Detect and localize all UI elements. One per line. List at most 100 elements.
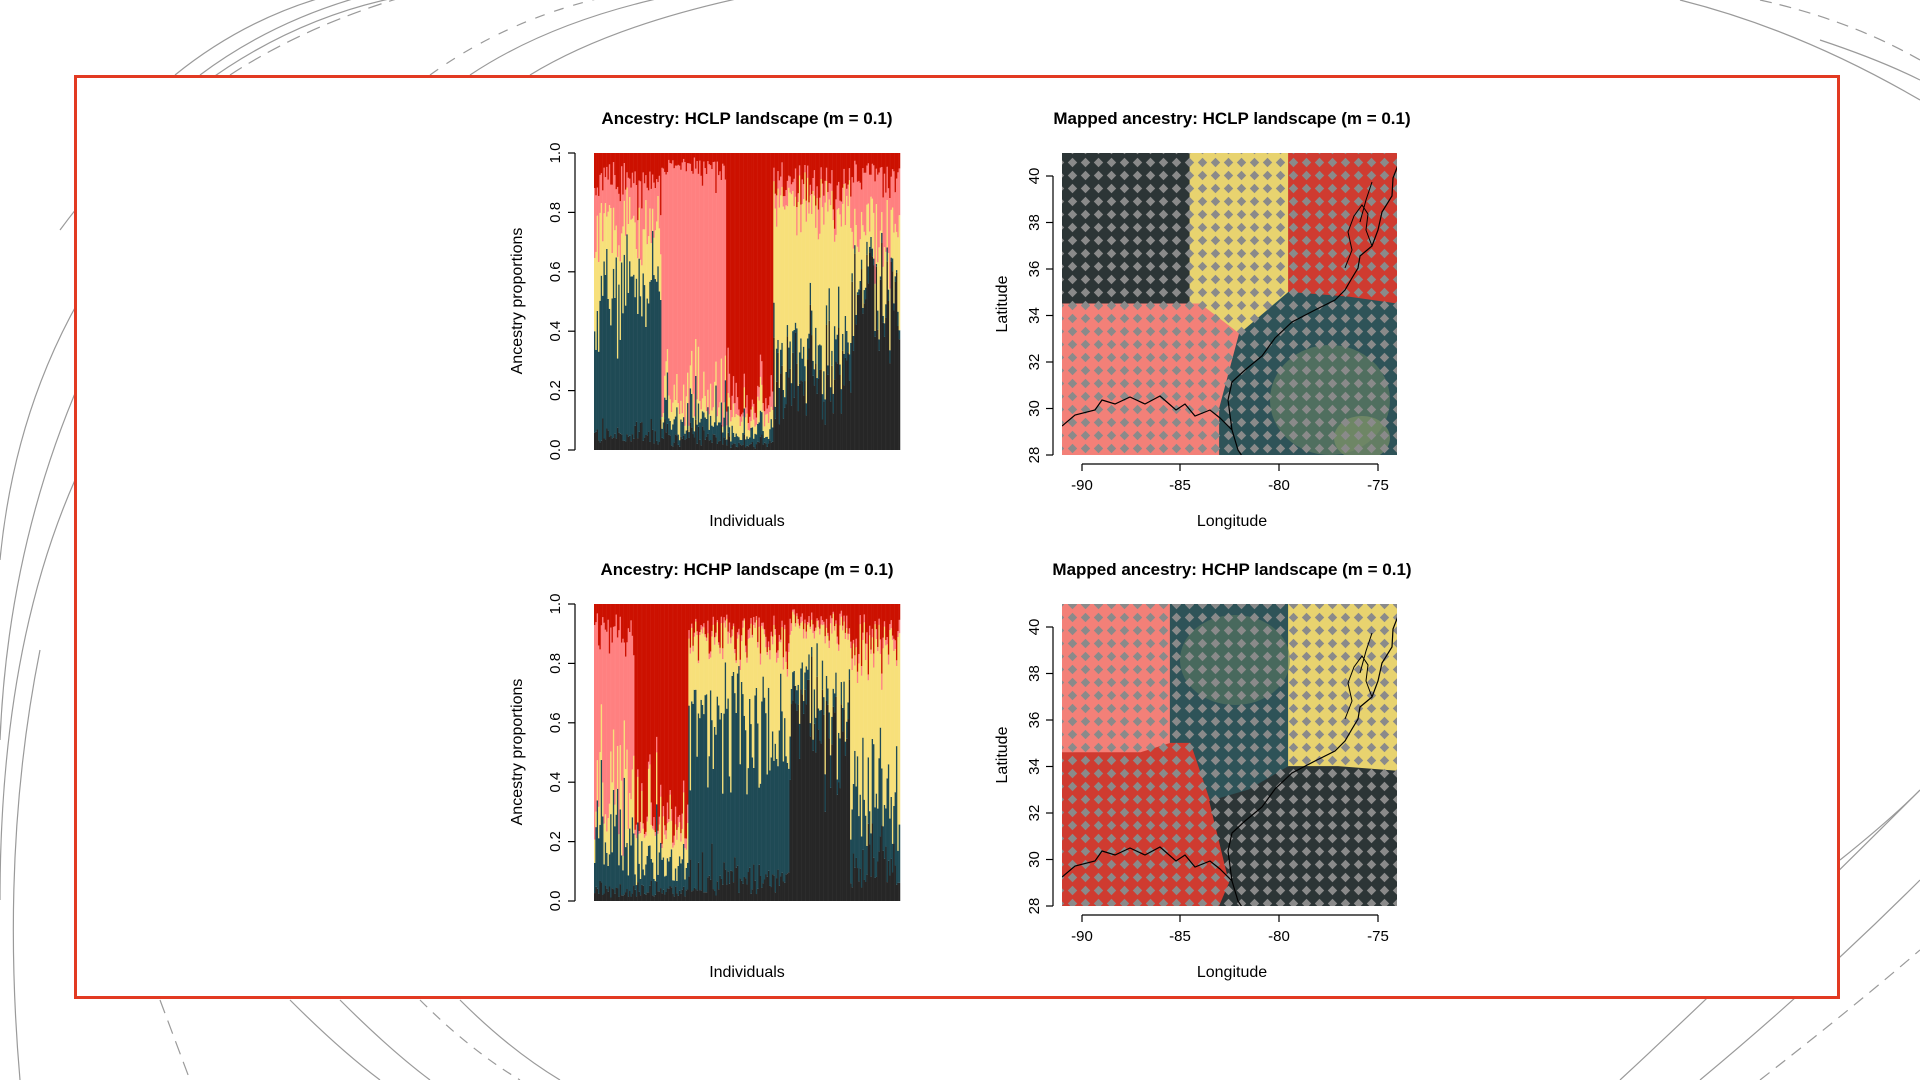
y-tick-label: 34 [1026,307,1043,324]
ancestry-bar-segment-pink [751,399,754,407]
ancestry-bar-segment-pink [855,164,858,226]
ancestry-bar-segment-black [839,374,841,450]
ancestry-bar-segment-pink [678,165,681,415]
ancestry-bar-segment-red [642,153,645,173]
ancestry-bar-segment-yellow [647,236,650,304]
ancestry-bar-segment-black [711,843,713,901]
ancestry-bar-segment-red [804,604,806,620]
ancestry-bar-segment-yellow [654,230,657,280]
ancestry-bar-segment-pink [746,657,748,663]
ancestry-bar-segment-pink [662,168,665,413]
ancestry-bar-segment-yellow [797,623,800,685]
ancestry-bar-segment-red [735,153,738,383]
ancestry-bar-segment-yellow [837,650,840,733]
ancestry-bar-segment-teal [712,426,715,435]
ancestry-bar-segment-red [788,604,790,644]
ancestry-bar-segment-black [800,689,802,901]
ancestry-bar-segment-teal [806,338,809,360]
ancestry-bar-segment-red [687,153,689,164]
ancestry-bar-segment-pink [665,830,668,840]
ancestry-bar-segment-teal [615,814,618,888]
ancestry-bar-segment-red [633,604,635,656]
ancestry-bar-segment-yellow [711,410,713,426]
ancestry-bar-segment-black [650,880,653,901]
ancestry-bar-segment-red [638,604,641,832]
ancestry-bar-segment-red [817,153,820,210]
ancestry-bar-segment-teal [634,297,637,426]
ancestry-bar-segment-black [711,442,713,450]
ancestry-bar-segment-teal [891,843,894,873]
ancestry-bar-segment-red [731,604,734,630]
ancestry-bar-segment-pink [657,182,659,197]
ancestry-bar-segment-teal [627,292,630,437]
ancestry-bar-segment-red [811,604,813,613]
ancestry-bar-segment-red [848,604,851,629]
ancestry-bar-segment-black [762,444,765,450]
ancestry-bar-segment-pink [747,629,750,639]
ancestry-bar-segment-yellow [616,745,619,789]
ancestry-bar-segment-black [851,887,854,901]
ancestry-bar-segment-yellow [631,218,634,277]
ancestry-bar-segment-black [796,363,798,450]
ancestry-bar-segment-red [895,604,898,661]
ancestry-bar-segment-pink [718,175,720,408]
ancestry-bar-segment-pink [718,642,720,646]
ancestry-bar-segment-black [620,434,623,450]
ancestry-bar-segment-black [602,894,604,901]
ancestry-bar-segment-black [625,892,627,901]
ancestry-bar-segment-pink [784,624,786,630]
ancestry-bar-segment-red [789,153,792,177]
ancestry-bar-segment-red [656,153,658,180]
ancestry-bar-segment-red [766,153,769,409]
ancestry-bar-segment-pink [823,621,825,625]
ancestry-bar-segment-teal [753,438,755,447]
ancestry-bar-segment-black [691,891,693,901]
ancestry-bar-segment-yellow [828,199,831,289]
ancestry-bar-segment-pink [765,398,767,415]
ancestry-bar-segment-yellow [726,425,728,440]
ancestry-bar-segment-black [604,439,607,450]
ancestry-bar-segment-black [775,381,778,450]
ancestry-bar-segment-pink [651,174,654,209]
ancestry-bar-segment-pink [620,166,623,234]
ancestry-bar-segment-teal [645,326,647,435]
ancestry-bar-segment-teal [817,345,820,379]
ancestry-bar-segment-pink [707,620,709,634]
ancestry-bar-segment-yellow [637,776,639,823]
ancestry-bar-segment-red [749,153,751,417]
ancestry-bar-segment-black [643,437,646,450]
ancestry-bar-segment-teal [727,406,730,433]
ancestry-bar-segment-black [796,710,798,901]
ancestry-bar-segment-red [599,153,601,175]
ancestry-bar-segment-teal [722,432,724,445]
ancestry-bar-segment-red [704,604,707,635]
ancestry-bar-segment-black [819,740,821,901]
ancestry-bar-segment-pink [757,385,759,397]
ancestry-bar-segment-teal [608,854,611,887]
grid-dot-overlay [1062,604,1397,906]
ancestry-bar-segment-yellow [715,636,717,735]
ancestry-bar-segment-red [870,604,872,650]
ancestry-bar-segment-teal [820,709,823,744]
ancestry-bar-segment-black [716,443,719,450]
ancestry-bar-segment-yellow [762,410,765,432]
ancestry-bar-segment-yellow [824,643,827,775]
ancestry-bar-segment-black [788,377,790,450]
ancestry-bar-segment-pink [722,163,724,427]
ancestry-bar-segment-black [618,896,620,901]
ancestry-bar-segment-yellow [878,624,881,759]
ancestry-bar-segment-yellow [598,261,600,352]
ancestry-bar-segment-teal [852,335,855,351]
ancestry-bar-segment-pink [875,168,878,205]
ancestry-bar-segment-black [813,385,816,450]
ancestry-bar-segment-pink [842,625,844,631]
ancestry-bar-segment-yellow [727,393,730,407]
ancestry-bar-segment-pink [773,615,775,625]
ancestry-bar-segment-pink [864,172,867,236]
ancestry-bar-segment-yellow [802,199,805,347]
decorative-arc [1759,949,1920,1080]
ancestry-bar-segment-red [856,153,859,182]
ancestry-bar-segment-black [860,887,863,901]
ancestry-bar-segment-red [724,604,727,621]
ancestry-bar-segment-black [695,889,697,901]
